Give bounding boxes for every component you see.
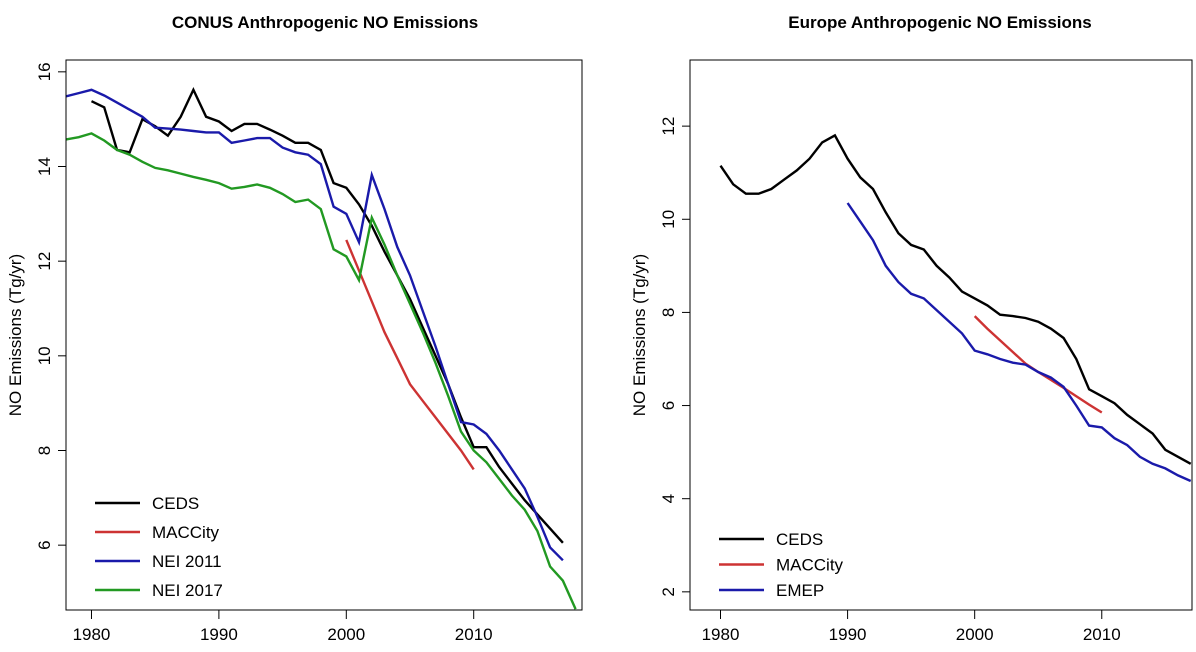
y-tick-label: 6	[35, 540, 54, 549]
legend-label: EMEP	[776, 581, 824, 600]
y-tick-label: 10	[35, 346, 54, 365]
x-tick-label: 1990	[200, 625, 238, 644]
y-tick-label: 8	[659, 308, 678, 317]
legend-label: NEI 2011	[152, 552, 222, 571]
x-tick-label: 2010	[1083, 625, 1121, 644]
plot-frame	[689, 59, 1193, 611]
plot-frame	[65, 59, 583, 611]
chart-title: Europe Anthropogenic NO Emissions	[788, 13, 1092, 32]
legend-label: NEI 2017	[152, 581, 223, 600]
y-tick-label: 2	[659, 587, 678, 596]
y-tick-label: 4	[659, 494, 678, 503]
series-line	[90, 86, 564, 544]
series-line	[973, 315, 1103, 414]
series-line	[66, 88, 564, 562]
y-tick-label: 16	[35, 62, 54, 81]
x-tick-label: 1990	[829, 625, 867, 644]
y-tick-label: 12	[35, 252, 54, 271]
series-line	[719, 133, 1192, 465]
legend-label: MACCity	[776, 556, 844, 575]
y-axis-label: NO Emissions (Tg/yr)	[6, 254, 25, 416]
legend-label: MACCity	[152, 523, 220, 542]
legend-label: CEDS	[152, 494, 199, 513]
x-tick-label: 2000	[327, 625, 365, 644]
y-tick-label: 8	[35, 446, 54, 455]
y-tick-label: 12	[659, 117, 678, 136]
y-tick-label: 6	[659, 401, 678, 410]
series-line	[846, 202, 1192, 483]
y-tick-label: 10	[659, 210, 678, 229]
chart-title: CONUS Anthropogenic NO Emissions	[172, 13, 478, 32]
legend-label: CEDS	[776, 530, 823, 549]
x-tick-label: 2000	[956, 625, 994, 644]
x-tick-label: 2010	[455, 625, 493, 644]
y-tick-label: 14	[35, 157, 54, 176]
x-tick-label: 1980	[73, 625, 111, 644]
x-tick-label: 1980	[702, 625, 740, 644]
series-line	[345, 239, 475, 471]
y-axis-label: NO Emissions (Tg/yr)	[630, 254, 649, 416]
series-line	[66, 132, 577, 610]
